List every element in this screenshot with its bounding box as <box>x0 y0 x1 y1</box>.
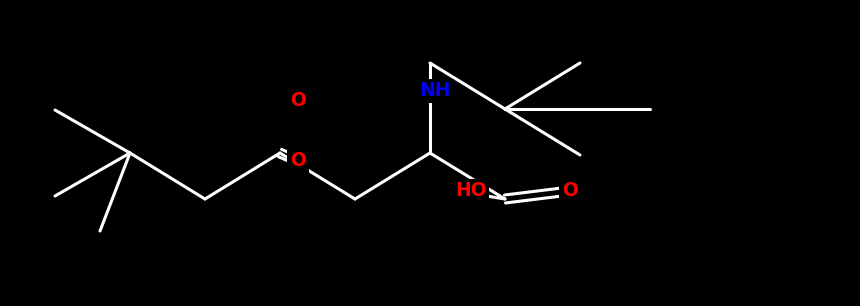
Text: O: O <box>290 91 306 110</box>
Text: HO: HO <box>455 181 487 200</box>
Text: NH: NH <box>420 81 451 100</box>
Text: O: O <box>562 181 578 200</box>
Text: O: O <box>290 151 306 170</box>
